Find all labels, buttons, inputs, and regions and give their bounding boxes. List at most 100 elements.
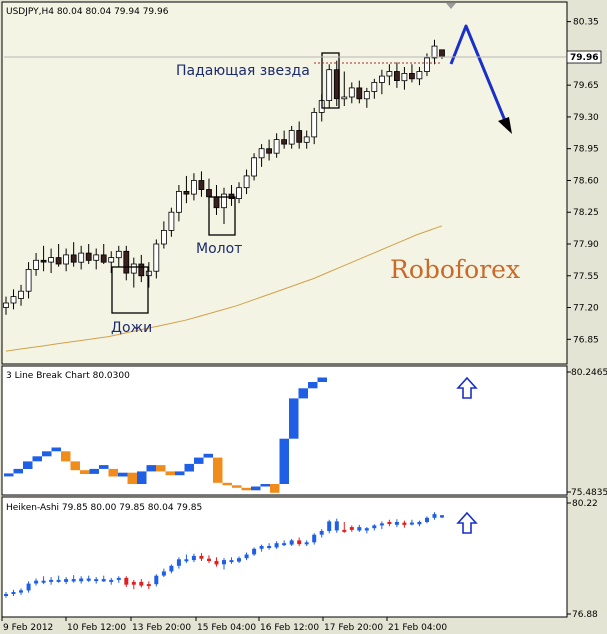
candle-up — [273, 139, 280, 154]
price-tick-label: 77.20 — [573, 304, 599, 314]
line-break-block-down — [270, 484, 280, 493]
price-tick-label: 79.65 — [573, 81, 599, 91]
shooting-star-box — [321, 52, 340, 109]
price-tick-label: 76.85 — [573, 335, 599, 345]
line-break-block-up — [118, 472, 128, 477]
heiken-ashi-bar-up — [237, 558, 241, 562]
line-break-block-down — [80, 470, 90, 474]
candle-down — [85, 252, 92, 261]
annotations-layer: Падающая звезда Молот Дожи Roboforex — [111, 52, 520, 336]
heiken-ashi-bar-down — [342, 529, 347, 532]
time-tick-label: 13 Feb 20:00 — [132, 623, 191, 633]
candle-up — [243, 175, 250, 189]
price-tick-label: 78.95 — [573, 145, 599, 155]
candle-up — [371, 82, 378, 92]
heiken-ashi-bar-up — [56, 579, 61, 582]
heiken-ashi-bar-up — [154, 575, 159, 585]
heiken-ashi-bar-up — [222, 560, 226, 565]
price-tick-label: 78.25 — [573, 208, 599, 218]
candle-down — [439, 49, 445, 58]
line-break-block-down — [241, 487, 251, 491]
doji-box — [111, 266, 149, 314]
heiken-ashi-bar-down — [207, 558, 211, 561]
heiken-ashi-bar-up — [94, 579, 99, 582]
candle-down — [55, 257, 62, 265]
line-break-block-up — [251, 486, 261, 491]
heiken-ashi-bar-up — [26, 583, 31, 591]
line-break-panel[interactable]: 3 Line Break Chart 80.0300 80.2465 75.483… — [1, 365, 607, 498]
heiken-ashi-bar-up — [327, 521, 332, 531]
heiken-ashi-plot-area — [1, 496, 568, 618]
heiken-ashi-bar-up — [289, 540, 294, 545]
candle-up — [288, 130, 295, 145]
candle-up — [251, 157, 258, 177]
heiken-ashi-bar-up — [11, 592, 16, 594]
line-break-block-up — [194, 457, 204, 464]
heiken-ashi-bar-up — [379, 523, 384, 526]
heiken-ashi-bar-down — [349, 527, 354, 530]
price-panel[interactable]: USDJPY,H4 80.04 80.04 79.94 79.96 Падающ… — [1, 1, 602, 365]
time-tick-label: 15 Feb 04:00 — [197, 623, 256, 633]
line-break-block-down — [127, 472, 137, 484]
line-break-block-down — [61, 451, 71, 462]
time-tick-label: 16 Feb 12:00 — [260, 623, 319, 633]
heiken-ashi-bar-up — [357, 527, 362, 531]
line-break-block-up — [99, 465, 109, 469]
line-break-block-down — [213, 457, 223, 483]
heiken-ashi-bar-up — [41, 580, 46, 583]
candle-down — [183, 190, 190, 195]
time-tick-label: 17 Feb 20:00 — [324, 623, 383, 633]
forecast-arrow — [449, 24, 512, 134]
line-break-block-up — [42, 451, 52, 457]
heiken-ashi-bar-up — [176, 559, 181, 566]
line-break-block-up — [23, 461, 33, 469]
candle-down — [296, 130, 303, 143]
candle-up — [416, 71, 423, 80]
heiken-ashi-bar-up — [64, 579, 69, 582]
line-break-block-up — [203, 453, 213, 458]
current-price-tag — [566, 50, 602, 64]
moving-average-line — [5, 225, 443, 352]
price-plot-area — [1, 1, 568, 365]
heiken-ashi-bar-up — [19, 590, 23, 593]
candle-up — [93, 254, 100, 261]
candle-up — [10, 296, 17, 304]
price-tick-label: 77.90 — [573, 240, 599, 250]
line-break-tick-label: 75.4835 — [571, 488, 607, 498]
annotation-hammer: Молот — [196, 241, 242, 257]
heiken-ashi-bar-down — [297, 540, 302, 545]
line-break-block-up — [184, 463, 194, 472]
line-break-block-up — [137, 471, 147, 484]
heiken-ashi-tick-label: 76.88 — [572, 610, 598, 620]
heiken-ashi-bar-down — [199, 555, 204, 559]
heiken-ashi-bar-up — [79, 578, 84, 582]
chart-shift-marker — [446, 3, 456, 9]
heiken-ashi-panel[interactable]: Heiken-Ashi 79.85 80.00 79.85 80.04 79.8… — [1, 496, 598, 620]
candle-up — [115, 250, 122, 259]
candle-up — [18, 290, 24, 299]
line-break-block-up — [317, 377, 327, 382]
heiken-ashi-bar-up — [267, 546, 272, 548]
heiken-ashi-up-arrow-icon — [456, 511, 478, 534]
line-break-axis: 80.2465 75.4835 — [567, 368, 607, 498]
candle-up — [348, 87, 355, 98]
candle-down — [100, 254, 107, 263]
heiken-ashi-bar-up — [282, 543, 287, 546]
line-break-tick-label: 80.2465 — [571, 368, 607, 378]
line-break-block-up — [298, 388, 308, 399]
line-break-title: 3 Line Break Chart 80.0300 — [6, 371, 130, 381]
heiken-ashi-title: Heiken-Ashi 79.85 80.00 79.85 80.04 79.8… — [6, 503, 202, 513]
candle-down — [198, 180, 205, 191]
candle-up — [378, 75, 385, 83]
time-tick-label: 21 Feb 04:00 — [388, 623, 447, 633]
heiken-ashi-bar-up — [169, 565, 174, 572]
heiken-ashi-bar-up — [161, 571, 166, 576]
moving-average-layer — [5, 225, 443, 352]
line-break-block-down — [156, 465, 166, 472]
candle-up — [258, 148, 265, 159]
price-tick-label: 77.55 — [573, 272, 599, 282]
price-tick-label: 80.35 — [573, 18, 599, 28]
heiken-ashi-bar-up — [372, 525, 377, 529]
heiken-ashi-bar-up — [184, 559, 189, 562]
annotation-shooting-star: Падающая звезда — [176, 63, 310, 79]
